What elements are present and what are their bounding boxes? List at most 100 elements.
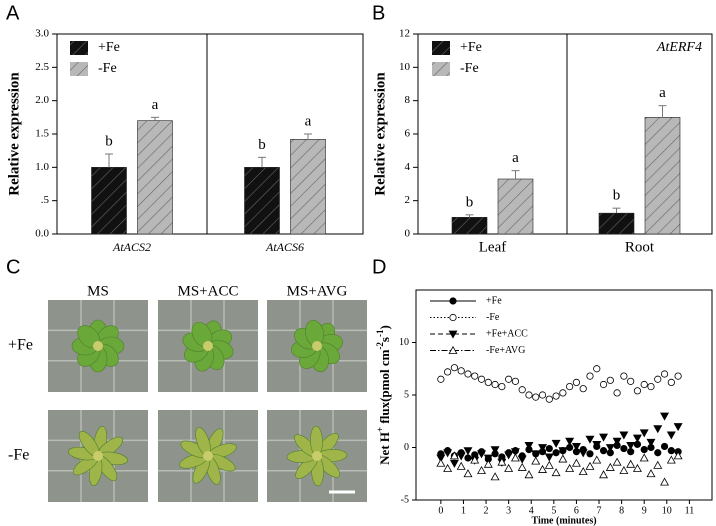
- legend-label: -Fe: [460, 61, 479, 76]
- y-axis-label-part: -2: [375, 342, 385, 350]
- column-label: MS+AVG: [287, 283, 348, 299]
- point: [450, 364, 459, 372]
- point: [599, 470, 609, 479]
- significance-letter: b: [466, 194, 474, 210]
- y-tick-label: -5: [401, 494, 409, 505]
- point: [666, 431, 676, 440]
- point: [545, 444, 553, 453]
- point: [483, 459, 493, 468]
- point: [639, 429, 649, 438]
- y-tick-label: 2.5: [35, 61, 49, 73]
- point: [653, 460, 663, 469]
- point: [463, 447, 473, 456]
- legend-marker: [448, 345, 458, 354]
- point: [673, 451, 683, 460]
- point: [592, 455, 602, 464]
- y-axis-label-part: s: [377, 337, 392, 342]
- point: [667, 378, 675, 386]
- point: [491, 380, 499, 389]
- column-label: MS: [87, 283, 109, 299]
- y-tick-label: 12: [399, 28, 410, 40]
- point: [510, 448, 520, 457]
- x-tick-label: 1: [461, 505, 466, 516]
- point: [674, 372, 682, 380]
- point: [654, 375, 662, 383]
- point: [646, 469, 656, 478]
- y-tick-label: 5: [404, 389, 409, 400]
- point: [443, 463, 453, 472]
- panel-label: B: [372, 2, 385, 24]
- point: [464, 454, 472, 462]
- legend-swatch: [432, 41, 450, 55]
- y-axis-label: Relative expression: [6, 72, 22, 196]
- bar: [451, 217, 488, 235]
- point: [498, 382, 506, 391]
- legend-label: -Fe: [98, 61, 117, 76]
- point: [484, 378, 492, 386]
- row-label: -Fe: [8, 447, 29, 464]
- point: [517, 462, 527, 471]
- y-axis-label-part: -1: [375, 329, 385, 337]
- point: [653, 425, 663, 434]
- point: [667, 447, 675, 455]
- y-axis-label-part: flux(pmol cm: [377, 349, 392, 426]
- point: [571, 458, 581, 467]
- point: [633, 387, 642, 395]
- point: [517, 455, 527, 464]
- point: [463, 469, 473, 478]
- y-tick-label: 10: [399, 61, 411, 73]
- point: [666, 455, 676, 464]
- point: [586, 372, 594, 380]
- point: [640, 445, 648, 454]
- point: [620, 444, 628, 453]
- y-tick-label: 0: [404, 442, 409, 453]
- point: [599, 380, 608, 389]
- x-tick-label: 0: [438, 505, 443, 516]
- point: [605, 462, 615, 471]
- point: [436, 458, 446, 467]
- point: [565, 437, 575, 446]
- point: [531, 450, 541, 459]
- plant-photo: [267, 300, 367, 392]
- y-tick-label: 1.5: [35, 128, 49, 140]
- point: [551, 439, 561, 448]
- bar: [497, 178, 534, 235]
- legend-marker: [449, 297, 457, 305]
- x-tick-label: 6: [574, 505, 579, 516]
- point: [444, 368, 452, 376]
- legend-marker: [448, 330, 458, 339]
- point: [456, 461, 466, 470]
- point: [464, 370, 472, 378]
- error-bar: [465, 214, 474, 218]
- series: [436, 412, 683, 468]
- point: [592, 440, 602, 449]
- legend-label: +Fe: [460, 40, 482, 55]
- point: [538, 391, 547, 399]
- point: [538, 464, 548, 473]
- legend-swatch: [70, 62, 88, 76]
- point: [619, 465, 629, 474]
- point: [646, 438, 656, 447]
- point: [518, 386, 526, 394]
- point: [470, 455, 480, 464]
- point: [612, 457, 622, 466]
- point: [558, 447, 568, 456]
- plant-photo: [48, 410, 148, 502]
- y-tick-label: 0.0: [35, 228, 49, 240]
- y-axis-label-part: +: [375, 427, 385, 432]
- significance-letter: b: [613, 188, 621, 204]
- point: [510, 453, 520, 462]
- point: [437, 375, 445, 383]
- point: [612, 437, 622, 446]
- point: [436, 454, 446, 463]
- x-tick-label: 5: [551, 505, 556, 516]
- point: [532, 393, 540, 401]
- significance-letter: b: [258, 137, 266, 153]
- point: [551, 468, 561, 477]
- x-axis-label: Time (minutes): [531, 515, 596, 526]
- x-tick-label: 9: [642, 505, 647, 516]
- point: [449, 459, 459, 468]
- column-label: MS+ACC: [178, 283, 239, 299]
- point: [673, 423, 683, 432]
